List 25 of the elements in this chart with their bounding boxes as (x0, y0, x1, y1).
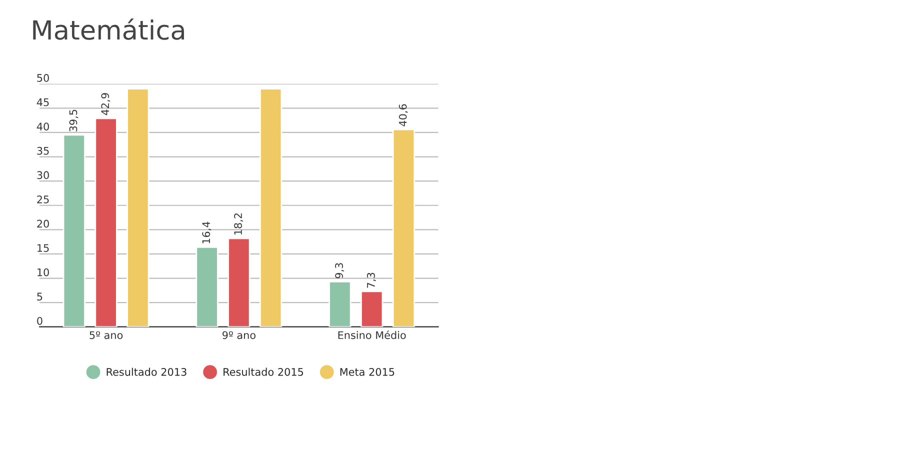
data-label: 39,5 (69, 110, 78, 132)
y-tick-label: 0 (37, 316, 42, 325)
data-label: 7,3 (366, 272, 376, 288)
data-label: 42,9 (101, 93, 110, 116)
y-tick-label: 20 (37, 220, 49, 228)
x-tick-label: 9º ano (222, 331, 256, 340)
x-tick-label: 5º ano (90, 331, 123, 340)
data-label: 40,6 (398, 104, 408, 126)
legend-label: Resultado 2013 (106, 368, 186, 376)
y-tick-label: 40 (36, 122, 49, 130)
data-label: 16,4 (202, 222, 212, 244)
y-tick-label: 30 (37, 171, 49, 180)
chart-title: Matemática (33, 18, 184, 40)
y-tick-label: 5 (37, 292, 42, 301)
y-tick-label: 15 (38, 244, 49, 252)
data-label: 9,3 (335, 263, 344, 278)
x-tick-label: Ensino Médio (338, 330, 406, 340)
y-tick-label: 10 (38, 268, 49, 276)
y-tick-label: 25 (37, 195, 49, 204)
y-tick-label: 50 (37, 74, 49, 82)
legend-label: Meta 2015 (340, 368, 394, 376)
legend-label: Resultado 2015 (224, 368, 304, 376)
y-tick-label: 45 (36, 98, 49, 106)
data-label: 18,2 (234, 213, 244, 234)
y-tick-label: 35 (37, 146, 49, 155)
